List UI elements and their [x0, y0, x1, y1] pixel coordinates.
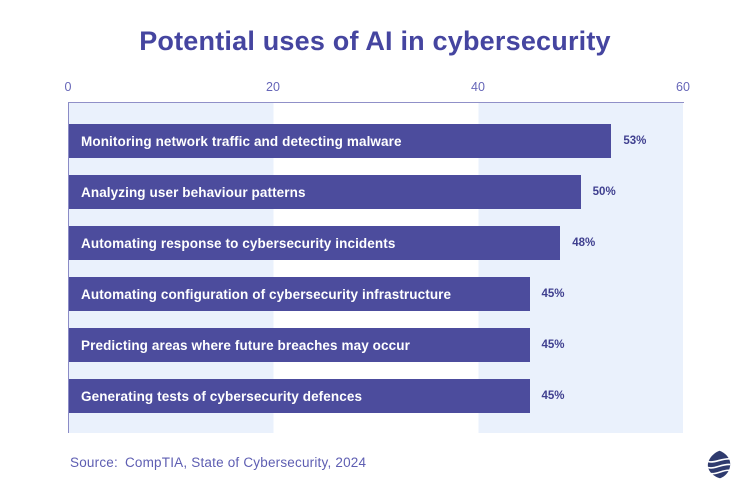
- value-label: 53%: [623, 135, 647, 147]
- x-tick-60: 60: [676, 80, 690, 94]
- bar-row: Predicting areas where future breaches m…: [69, 328, 683, 362]
- source-line: Source: CompTIA, State of Cybersecurity, …: [70, 455, 366, 470]
- value-label: 50%: [592, 186, 616, 198]
- bar-automating-response: Automating response to cybersecurity inc…: [69, 226, 561, 260]
- bar-label: Automating configuration of cybersecurit…: [81, 286, 452, 302]
- source-label: Source:: [70, 455, 118, 470]
- bar-row: Generating tests of cybersecurity defenc…: [69, 379, 683, 413]
- bar-label: Automating response to cybersecurity inc…: [81, 235, 396, 251]
- x-axis-ticks: 0 20 40 60: [64, 80, 690, 95]
- bar-label: Generating tests of cybersecurity defenc…: [81, 388, 363, 404]
- x-tick-0: 0: [64, 80, 72, 94]
- bar-row: Analyzing user behaviour patterns 50%: [69, 175, 683, 209]
- bar-label: Analyzing user behaviour patterns: [81, 184, 306, 200]
- bar-row: Automating configuration of cybersecurit…: [69, 277, 683, 311]
- bar-label: Monitoring network traffic and detecting…: [81, 133, 402, 149]
- bar-generating-tests: Generating tests of cybersecurity defenc…: [69, 379, 530, 413]
- x-axis-line: [68, 102, 684, 103]
- bar-row: Automating response to cybersecurity inc…: [69, 226, 683, 260]
- bar-automating-configuration: Automating configuration of cybersecurit…: [69, 277, 530, 311]
- x-tick-20: 20: [266, 80, 280, 94]
- bar-label: Predicting areas where future breaches m…: [81, 337, 410, 353]
- x-tick-40: 40: [471, 80, 485, 94]
- plot-area: Monitoring network traffic and detecting…: [68, 103, 683, 433]
- value-label: 48%: [572, 237, 596, 249]
- value-label: 45%: [541, 339, 565, 351]
- publisher-logo-icon: [707, 450, 731, 479]
- bar-row: Monitoring network traffic and detecting…: [69, 124, 683, 158]
- value-label: 45%: [541, 288, 565, 300]
- source-text: CompTIA, State of Cybersecurity, 2024: [124, 455, 367, 470]
- bar-monitoring-network-traffic: Monitoring network traffic and detecting…: [69, 124, 612, 158]
- value-label: 45%: [541, 390, 565, 402]
- chart-title: Potential uses of AI in cybersecurity: [139, 26, 611, 56]
- bar-predicting-breaches: Predicting areas where future breaches m…: [69, 328, 530, 362]
- bar-analyzing-user-behaviour: Analyzing user behaviour patterns: [69, 175, 581, 209]
